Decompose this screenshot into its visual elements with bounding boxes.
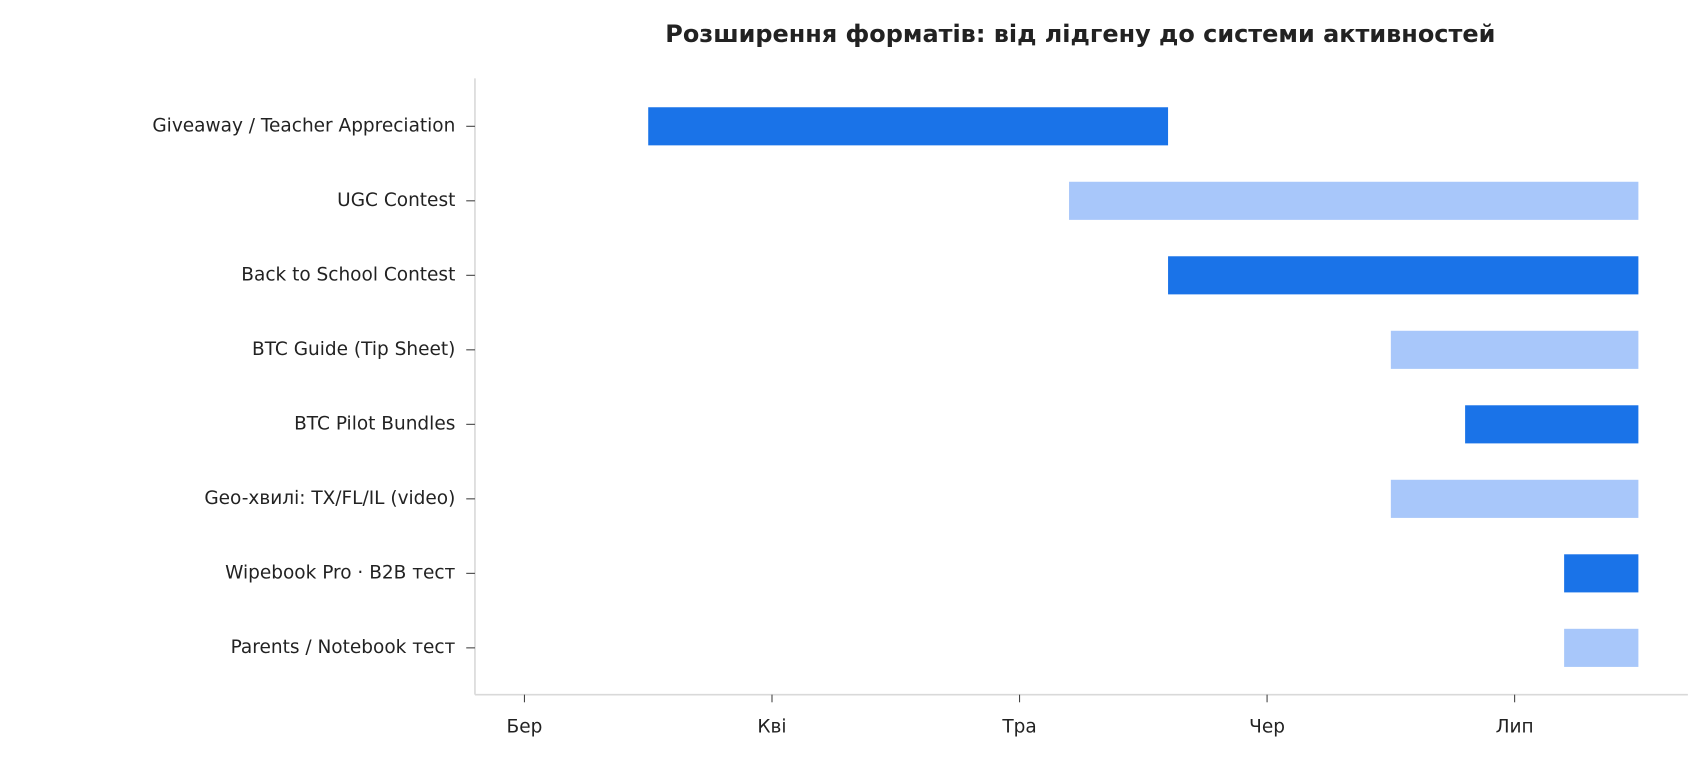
x-tick-label: Чер: [1249, 716, 1285, 737]
x-tick-label: Тра: [1001, 716, 1036, 737]
chart-title: Розширення форматів: від лідгену до сист…: [665, 20, 1495, 48]
y-tick-label: Wipebook Pro · B2B тест: [225, 562, 455, 583]
bar: [1390, 479, 1639, 518]
y-tick-label: Back to School Contest: [241, 264, 455, 285]
y-tick-label: BTC Guide (Tip Sheet): [252, 339, 455, 360]
bar: [648, 107, 1169, 146]
y-tick-label: Giveaway / Teacher Appreciation: [152, 115, 455, 136]
bar: [1168, 256, 1639, 295]
y-tick-label: Geo-хвилі: TX/FL/IL (video): [204, 488, 455, 509]
y-tick-label: BTC Pilot Bundles: [294, 413, 455, 434]
x-tick-label: Лип: [1496, 716, 1534, 737]
bar: [1069, 181, 1639, 220]
bar: [1465, 405, 1639, 444]
bar: [1564, 554, 1639, 593]
x-tick-label: Бер: [507, 716, 543, 737]
y-tick-label: UGC Contest: [337, 190, 455, 211]
y-tick-label: Parents / Notebook тест: [231, 637, 456, 658]
x-tick-label: Кві: [757, 716, 786, 737]
bar: [1390, 330, 1639, 369]
bar: [1564, 628, 1639, 667]
